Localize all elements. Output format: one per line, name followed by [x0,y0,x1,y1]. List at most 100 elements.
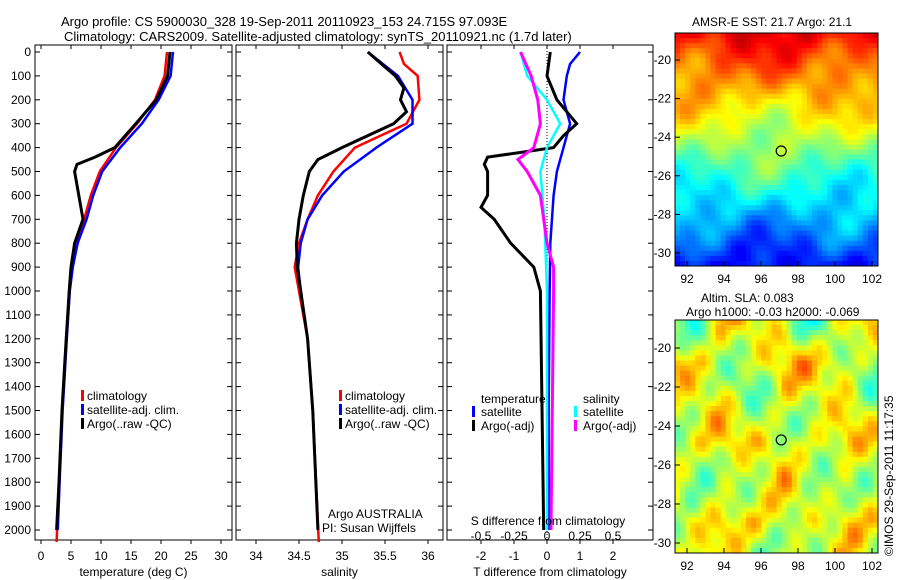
map-cell [746,537,752,544]
map-cell [766,139,772,145]
map-cell [756,527,762,534]
map-cell [720,522,727,529]
map-cell [827,477,833,483]
map-cell [746,350,752,356]
map-cell [786,401,793,407]
map-cell [842,179,849,186]
map-cell [715,492,722,498]
map-cell [771,335,777,341]
map-cell [740,532,747,539]
map-cell [761,250,767,257]
map-cell [822,355,828,362]
map-cell [730,159,737,166]
map-cell [751,436,757,443]
map-cell [725,335,732,341]
map-cell [832,436,838,443]
map-cell [852,129,859,135]
map-cell [867,370,874,377]
map-cell [842,350,849,356]
map-cell [720,38,727,44]
map-cell [740,43,747,49]
map-cell [781,436,788,443]
lat-tick-label: -28 [654,497,672,511]
map-cell [862,370,869,377]
map-cell [827,532,833,539]
map-cell [857,406,864,412]
map-cell [827,497,833,503]
map-cell [776,345,783,351]
map-cell [837,73,843,80]
map-cell [801,421,808,427]
map-cell [685,174,691,181]
map-cell [766,431,772,437]
map-cell [822,421,828,427]
map-cell [786,190,793,196]
map-cell [695,507,701,513]
map-cell [842,108,849,115]
map-cell [791,325,798,331]
map-cell [761,375,767,382]
map-cell [746,220,752,226]
map-cell [756,395,762,402]
map-cell [842,340,849,346]
map-cell [872,200,879,206]
map-cell [776,205,783,211]
map-cell [720,119,727,125]
map-cell [720,48,727,54]
map-cell [822,164,828,171]
map-cell [806,466,813,473]
map-cell [862,144,869,150]
map-cell [827,360,833,367]
map-cell [796,461,803,468]
map-cell [852,345,859,351]
map-cell [715,108,722,115]
map-cell [761,532,767,539]
map-cell [796,139,803,145]
map-cell [685,385,691,392]
map-cell [852,512,859,519]
map-cell [695,340,701,346]
map-cell [695,68,701,75]
map-cell [837,431,843,437]
map-cell [872,149,879,156]
map-cell [725,210,732,216]
map-cell [735,134,742,140]
map-cell [857,134,864,140]
map-cell [715,245,722,252]
map-cell [695,482,701,488]
map-cell [791,487,798,493]
map-cell [862,38,869,44]
map-cell [766,159,772,166]
map-cell [781,195,788,201]
map-cell [857,461,864,468]
map-cell [806,154,813,161]
map-cell [771,134,777,140]
map-cell [695,164,701,171]
map-cell [730,431,737,437]
map-cell [715,411,722,417]
map-cell [746,48,752,54]
map-cell [842,190,849,196]
map-cell [751,395,757,402]
map-cell [695,451,701,458]
map-cell [710,340,717,346]
map-cell [715,542,722,549]
map-cell [842,58,849,64]
map-cell [852,365,859,372]
map-cell [852,492,859,498]
map-cell [766,370,772,377]
map-cell [801,340,808,346]
map-cell [761,471,767,478]
map-cell [852,482,859,488]
map-cell [862,537,869,544]
map-cell [817,134,823,140]
map-cell [842,502,849,508]
map-cell [817,124,823,130]
map-cell [680,482,686,488]
map-cell [746,245,752,252]
map-cell [867,330,874,336]
map-cell [852,431,859,437]
map-cell [675,210,681,216]
map-cell [715,461,722,468]
map-cell [715,200,722,206]
